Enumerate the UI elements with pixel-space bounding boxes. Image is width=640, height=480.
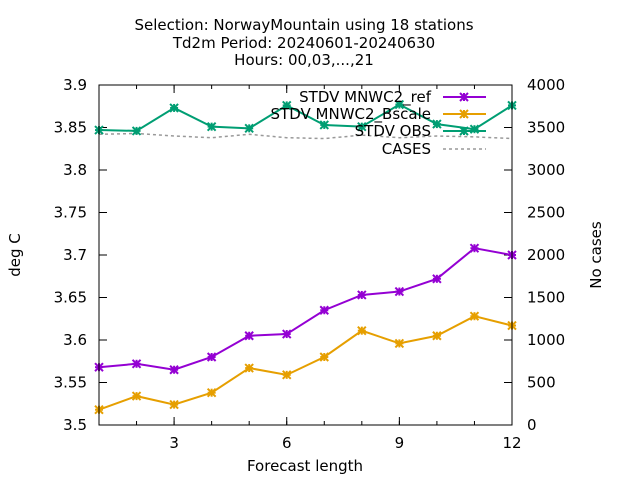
series-2-point <box>206 121 217 132</box>
series-1-point <box>244 363 254 373</box>
series-1-point <box>394 338 405 349</box>
series-2-point <box>394 99 405 110</box>
x-tick-label: 3 <box>169 434 179 452</box>
chart-title-line-3: Hours: 00,03,...,21 <box>234 51 374 69</box>
y2-axis-label: No cases <box>587 221 605 289</box>
x-axis: 3 6 9 12 <box>98 85 522 452</box>
legend-marker-0 <box>459 92 469 102</box>
y-tick-label: 3.5 <box>63 416 87 434</box>
legend-marker-1 <box>459 109 469 119</box>
series-line-3 <box>98 132 513 140</box>
y2-tick-label: 2500 <box>527 204 565 222</box>
series-0-point <box>169 365 179 375</box>
series-2-point <box>319 120 329 130</box>
x-tick-label: 9 <box>395 434 405 452</box>
series-layer <box>94 99 517 415</box>
y2-tick-label: 1000 <box>527 331 565 349</box>
series-1-point <box>357 325 367 336</box>
y2-tick-label: 500 <box>527 374 556 392</box>
series-1-point <box>282 370 292 380</box>
series-2-point <box>169 103 179 113</box>
y2-tick-label: 2000 <box>527 246 565 264</box>
y2-tick-label: 3000 <box>527 161 565 179</box>
x-tick-label: 6 <box>282 434 292 452</box>
y-tick-label: 3.7 <box>63 246 87 264</box>
y-tick-label: 3.6 <box>63 331 87 349</box>
y-tick-label: 3.55 <box>54 374 87 392</box>
series-2-point <box>357 121 367 132</box>
y-tick-label: 3.75 <box>54 204 87 222</box>
series-line-1 <box>98 315 513 411</box>
series-0-point <box>131 359 142 369</box>
y2-tick-label: 3500 <box>527 119 565 137</box>
series-1-point <box>131 391 142 401</box>
y-tick-label: 3.85 <box>54 119 87 137</box>
series-0-point <box>282 329 292 339</box>
series-0-point <box>244 331 254 341</box>
series-1-point <box>319 352 329 362</box>
y2-tick-label: 0 <box>527 416 537 434</box>
legend-label-1: STDV MNWC2_Bscale <box>271 105 431 124</box>
series-1-point <box>206 387 217 398</box>
series-2-point <box>244 123 254 134</box>
series-line-2 <box>98 103 513 132</box>
series-2-point <box>282 100 292 111</box>
plot-frame <box>98 84 513 426</box>
y-tick-label: 3.8 <box>63 161 87 179</box>
x-tick-label: 12 <box>502 434 521 452</box>
y-axis-right: 0 500 1000 1500 2000 2500 3000 3500 4000 <box>504 76 565 434</box>
series-1-point <box>469 311 480 321</box>
series-line-0 <box>98 247 513 371</box>
series-0-point <box>357 290 367 300</box>
y2-tick-label: 1500 <box>527 289 565 307</box>
series-0-point <box>319 305 329 315</box>
series-0-point <box>432 274 442 284</box>
series-2-point <box>131 126 142 136</box>
y-axis-label: deg C <box>6 233 24 277</box>
legend-label-3: CASES <box>382 140 431 158</box>
y-tick-label: 3.9 <box>63 76 87 94</box>
legend-label-0: STDV MNWC2_ref <box>299 88 432 107</box>
y2-tick-label: 4000 <box>527 76 565 94</box>
series-1-point <box>432 331 442 341</box>
x-axis-label: Forecast length <box>247 457 363 475</box>
legend-label-2: STDV OBS <box>355 122 431 140</box>
y-tick-label: 3.65 <box>54 289 87 307</box>
y-axis-left: 3.5 3.55 3.6 3.65 3.7 3.75 3.8 3.85 3.9 <box>54 76 107 434</box>
series-0-point <box>394 286 405 297</box>
series-0-point <box>469 243 480 253</box>
series-2-point <box>432 119 442 129</box>
series-1-point <box>169 399 179 410</box>
series-0-point <box>206 352 217 362</box>
legend-marker-2 <box>459 126 469 136</box>
chart-title-line-2: Td2m Period: 20240601-20240630 <box>172 34 435 52</box>
chart-title-line-1: Selection: NorwayMountain using 18 stati… <box>134 16 473 34</box>
